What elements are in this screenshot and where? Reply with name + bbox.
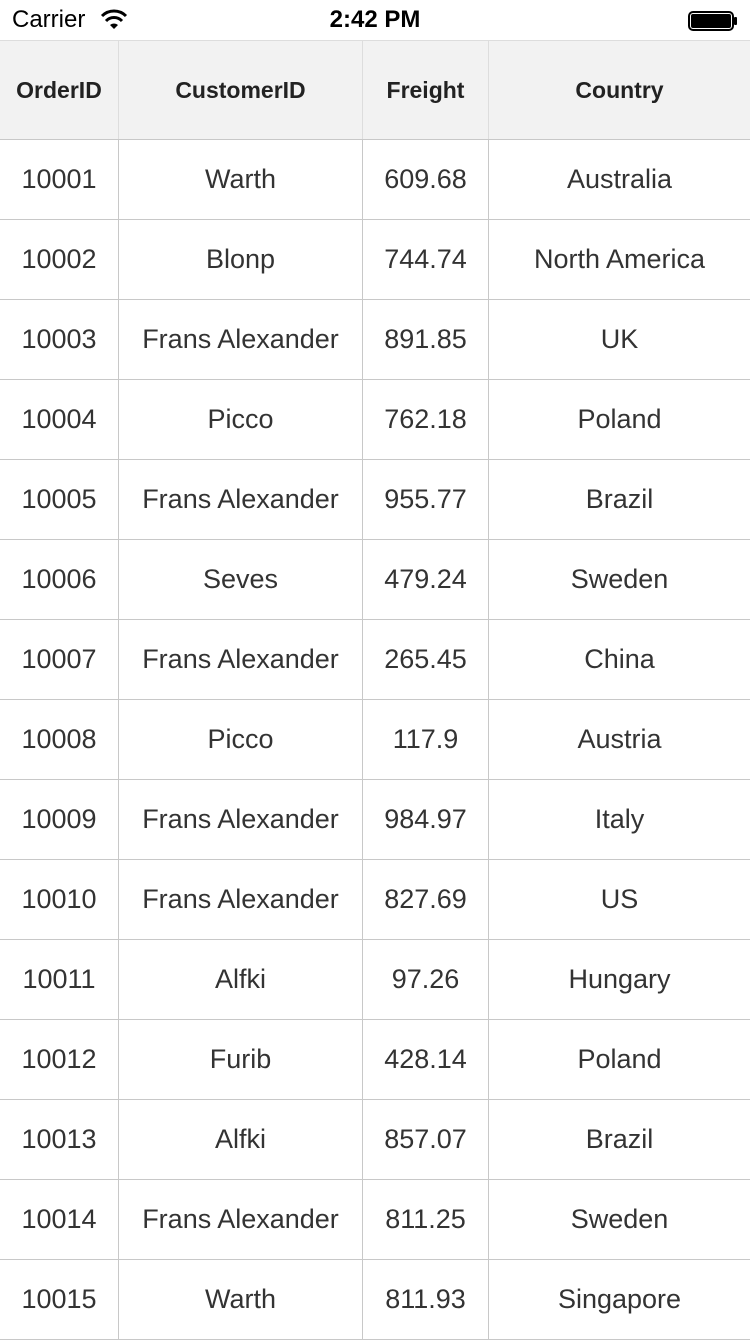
cell-freight[interactable]: 984.97 (363, 780, 489, 859)
cell-orderid[interactable]: 10011 (0, 940, 119, 1019)
cell-country[interactable]: Sweden (570, 564, 669, 594)
carrier-label: Carrier (12, 6, 86, 33)
cell-freight[interactable]: 479.24 (363, 540, 489, 619)
cell-orderid[interactable]: 10014 (0, 1180, 119, 1259)
cell-orderid[interactable]: 10010 (0, 860, 119, 939)
cell-freight[interactable]: 762.18 (363, 380, 489, 459)
cell-orderid[interactable]: 10008 (0, 700, 119, 779)
table-row[interactable]: 10006 Seves 479.24 Sweden (0, 540, 750, 620)
table-row[interactable]: 10010 Frans Alexander 827.69 US (0, 860, 750, 940)
cell-freight[interactable]: 827.69 (363, 860, 489, 939)
table-row[interactable]: 10014 Frans Alexander 811.25 Sweden (0, 1180, 750, 1260)
cell-customerid[interactable]: Alfki (119, 940, 363, 1019)
cell-freight[interactable]: 265.45 (363, 620, 489, 699)
cell-country[interactable]: Austria (577, 724, 662, 754)
cell-freight[interactable]: 117.9 (363, 700, 489, 779)
cell-freight[interactable]: 609.68 (363, 140, 489, 219)
cell-customerid[interactable]: Warth (119, 140, 363, 219)
cell-country[interactable]: Brazil (585, 484, 654, 514)
cell-freight[interactable]: 97.26 (363, 940, 489, 1019)
cell-country[interactable]: Brazil (585, 1124, 654, 1154)
cell-customerid[interactable]: Seves (119, 540, 363, 619)
cell-orderid[interactable]: 10006 (0, 540, 119, 619)
table-row[interactable]: 10009 Frans Alexander 984.97 Italy (0, 780, 750, 860)
cell-freight[interactable]: 428.14 (363, 1020, 489, 1099)
table-row[interactable]: 10001 Warth 609.68 Australia (0, 140, 750, 220)
column-header-orderid[interactable]: OrderID (0, 41, 119, 139)
cell-country[interactable]: UK (600, 324, 639, 354)
cell-country[interactable]: Poland (577, 404, 662, 434)
cell-customerid[interactable]: Picco (119, 380, 363, 459)
data-grid: OrderID CustomerID Freight Country 10001… (0, 40, 750, 1340)
grid-header-row: OrderID CustomerID Freight Country (0, 40, 750, 140)
cell-country[interactable]: US (600, 884, 639, 914)
cell-customerid[interactable]: Frans Alexander (119, 460, 363, 539)
cell-customerid[interactable]: Warth (119, 1260, 363, 1339)
cell-orderid[interactable]: 10015 (0, 1260, 119, 1339)
table-row[interactable]: 10008 Picco 117.9 Austria (0, 700, 750, 780)
table-row[interactable]: 10005 Frans Alexander 955.77 Brazil (0, 460, 750, 540)
cell-customerid[interactable]: Furib (119, 1020, 363, 1099)
cell-freight[interactable]: 811.25 (363, 1180, 489, 1259)
cell-orderid[interactable]: 10013 (0, 1100, 119, 1179)
cell-orderid[interactable]: 10002 (0, 220, 119, 299)
cell-customerid[interactable]: Frans Alexander (119, 860, 363, 939)
cell-freight[interactable]: 811.93 (363, 1260, 489, 1339)
column-header-freight[interactable]: Freight (363, 41, 489, 139)
cell-country[interactable]: North America (533, 244, 706, 274)
table-row[interactable]: 10007 Frans Alexander 265.45 China (0, 620, 750, 700)
table-row[interactable]: 10012 Furib 428.14 Poland (0, 1020, 750, 1100)
table-row[interactable]: 10013 Alfki 857.07 Brazil (0, 1100, 750, 1180)
cell-orderid[interactable]: 10004 (0, 380, 119, 459)
cell-freight[interactable]: 857.07 (363, 1100, 489, 1179)
cell-country[interactable]: Australia (566, 164, 673, 194)
cell-customerid[interactable]: Picco (119, 700, 363, 779)
cell-freight[interactable]: 891.85 (363, 300, 489, 379)
cell-orderid[interactable]: 10003 (0, 300, 119, 379)
cell-freight[interactable]: 955.77 (363, 460, 489, 539)
cell-customerid[interactable]: Blonp (119, 220, 363, 299)
cell-country[interactable]: Hungary (568, 964, 671, 994)
cell-country[interactable]: China (584, 644, 655, 674)
wifi-icon (100, 9, 128, 29)
cell-country[interactable]: Singapore (557, 1284, 682, 1314)
cell-customerid[interactable]: Alfki (119, 1100, 363, 1179)
cell-orderid[interactable]: 10007 (0, 620, 119, 699)
cell-customerid[interactable]: Frans Alexander (119, 780, 363, 859)
table-row[interactable]: 10002 Blonp 744.74 North America (0, 220, 750, 300)
column-header-country[interactable]: Country (575, 76, 664, 103)
status-time: 2:42 PM (329, 6, 421, 33)
cell-orderid[interactable]: 10012 (0, 1020, 119, 1099)
cell-freight[interactable]: 744.74 (363, 220, 489, 299)
table-row[interactable]: 10015 Warth 811.93 Singapore (0, 1260, 750, 1340)
table-row[interactable]: 10003 Frans Alexander 891.85 UK (0, 300, 750, 380)
cell-customerid[interactable]: Frans Alexander (119, 1180, 363, 1259)
table-row[interactable]: 10004 Picco 762.18 Poland (0, 380, 750, 460)
cell-orderid[interactable]: 10001 (0, 140, 119, 219)
cell-country[interactable]: Sweden (570, 1204, 669, 1234)
cell-orderid[interactable]: 10009 (0, 780, 119, 859)
table-row[interactable]: 10011 Alfki 97.26 Hungary (0, 940, 750, 1020)
cell-orderid[interactable]: 10005 (0, 460, 119, 539)
cell-customerid[interactable]: Frans Alexander (119, 300, 363, 379)
cell-country[interactable]: Poland (577, 1044, 662, 1074)
cell-customerid[interactable]: Frans Alexander (119, 620, 363, 699)
cell-country[interactable]: Italy (594, 804, 645, 834)
battery-icon (688, 11, 737, 31)
status-bar: Carrier 2:42 PM (0, 0, 750, 40)
column-header-customerid[interactable]: CustomerID (119, 41, 363, 139)
